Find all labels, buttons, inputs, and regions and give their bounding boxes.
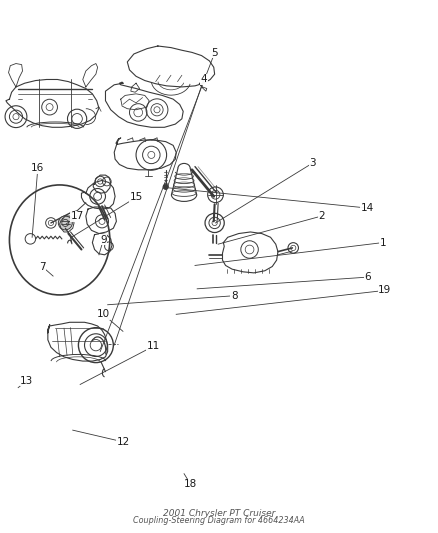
Text: 14: 14: [361, 203, 374, 213]
Text: 8: 8: [231, 290, 237, 301]
Text: 12: 12: [117, 437, 130, 447]
Text: 18: 18: [184, 479, 197, 489]
Text: 5: 5: [211, 48, 218, 58]
Text: 16: 16: [31, 163, 44, 173]
Text: 9: 9: [100, 235, 106, 245]
Text: 3: 3: [310, 158, 316, 168]
Circle shape: [58, 216, 72, 230]
Text: 17: 17: [71, 211, 84, 221]
Text: 6: 6: [364, 272, 371, 282]
Text: 4: 4: [201, 75, 207, 84]
Text: 2: 2: [318, 211, 325, 221]
Text: 1: 1: [379, 238, 386, 248]
Text: Coupling-Steering Diagram for 4664234AA: Coupling-Steering Diagram for 4664234AA: [133, 516, 305, 525]
Text: 19: 19: [378, 285, 392, 295]
Text: 2001 Chrysler PT Cruiser: 2001 Chrysler PT Cruiser: [163, 509, 275, 518]
Text: 11: 11: [147, 341, 160, 351]
Text: 15: 15: [129, 192, 143, 203]
Text: 10: 10: [97, 309, 110, 319]
Text: 7: 7: [39, 262, 46, 271]
Circle shape: [163, 184, 168, 189]
Text: 13: 13: [20, 376, 34, 386]
